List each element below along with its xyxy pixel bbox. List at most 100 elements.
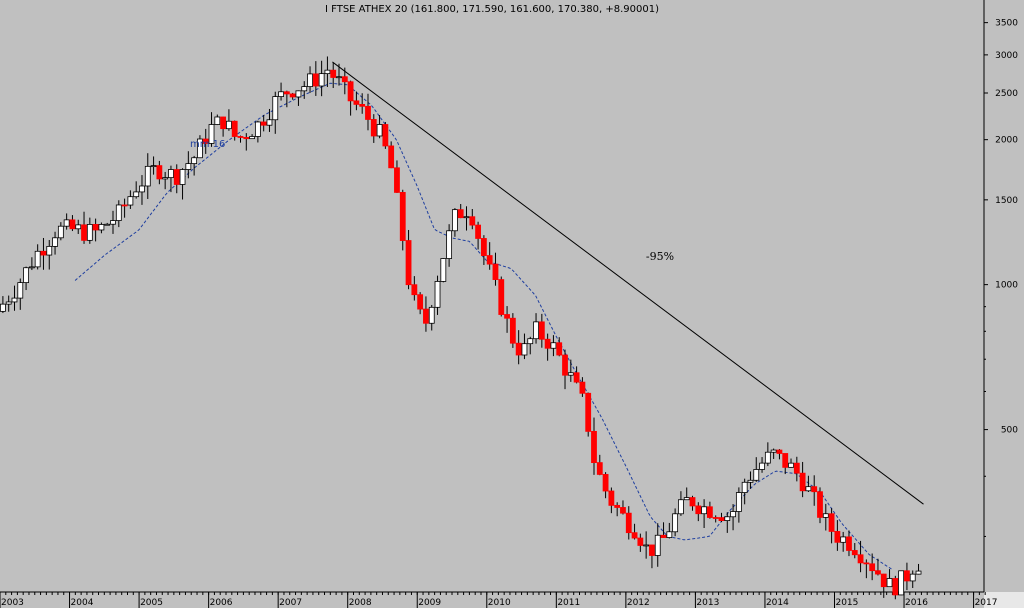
candle-body	[637, 537, 644, 546]
ma16-line	[74, 82, 893, 570]
candle-body	[538, 321, 545, 340]
candle-body	[46, 245, 53, 256]
x-tick-label: 2014	[766, 598, 789, 608]
candle-layer	[0, 56, 922, 600]
candle-body	[625, 512, 632, 534]
candle-body	[446, 230, 453, 259]
candle-body	[289, 93, 296, 98]
candle-body	[226, 120, 232, 130]
candle-body	[133, 191, 140, 198]
candle-body	[475, 224, 481, 239]
decline-annotation: -95%	[646, 250, 674, 263]
candle-body	[579, 381, 586, 394]
candle-body	[63, 219, 70, 227]
candle-body	[747, 479, 754, 483]
candle-body	[840, 536, 847, 543]
candle-body	[295, 90, 302, 98]
x-tick-label: 2009	[418, 598, 441, 608]
candle-body	[202, 138, 209, 144]
candle-body	[828, 513, 835, 532]
candle-body	[724, 516, 731, 521]
candle-body	[156, 165, 163, 180]
y-tick-label: 2000	[995, 136, 1018, 146]
candle-body	[886, 578, 893, 588]
x-tick-label: 2004	[71, 598, 94, 608]
candle-body	[649, 544, 655, 556]
candle-body	[28, 266, 35, 269]
candle-body	[608, 490, 615, 506]
candle-body	[40, 250, 47, 256]
candle-body	[550, 342, 557, 349]
candle-body	[168, 169, 174, 179]
trendline	[332, 61, 924, 505]
candle-body	[17, 282, 24, 299]
x-tick-label: 2005	[140, 598, 163, 608]
candle-body	[498, 279, 505, 315]
candle-body	[307, 73, 313, 88]
x-tick-label: 2007	[279, 598, 302, 608]
candle-body	[440, 258, 447, 282]
candle-body	[492, 263, 499, 280]
candle-body	[527, 338, 534, 345]
plot-area	[0, 0, 984, 592]
candle-body	[69, 219, 76, 230]
x-tick-label: 2003	[1, 598, 24, 608]
candle-body	[260, 121, 267, 126]
x-axis: 2003 2004 2005 2006 2007 2008 2009 2010 2011 2012…	[0, 592, 997, 608]
candle-body	[185, 163, 192, 170]
candle-body	[678, 499, 684, 515]
candle-body	[880, 573, 887, 588]
candle-body	[254, 121, 261, 137]
candle-body	[533, 321, 539, 340]
candle-body	[81, 224, 87, 241]
candle-body	[666, 531, 673, 538]
candle-body	[776, 449, 783, 454]
candle-body	[463, 216, 470, 219]
candle-body	[34, 250, 41, 268]
candle-body	[399, 192, 406, 241]
candle-body	[735, 492, 742, 512]
candle-body	[602, 474, 609, 492]
trendline-layer	[332, 61, 924, 505]
candle-body	[596, 462, 603, 475]
candle-body	[237, 136, 244, 138]
candle-body	[562, 354, 568, 376]
ma-label: mm 16	[190, 139, 225, 150]
candle-body	[324, 69, 331, 75]
candle-body	[208, 124, 215, 144]
candle-body	[585, 392, 592, 432]
candle-body	[469, 216, 476, 226]
candle-body	[115, 204, 122, 221]
candle-body	[92, 224, 99, 231]
candle-body	[11, 297, 18, 303]
candle-body	[521, 343, 528, 356]
candle-body	[509, 317, 516, 344]
candle-body	[249, 136, 255, 140]
candle-body	[457, 209, 464, 219]
candle-body	[220, 116, 227, 130]
candle-body	[428, 306, 435, 324]
candle-body	[127, 196, 134, 206]
candle-body	[5, 301, 12, 305]
candle-body	[892, 578, 899, 596]
candle-body	[150, 165, 157, 168]
candle-body	[770, 449, 777, 453]
candle-body	[515, 342, 522, 356]
candle-body	[139, 185, 145, 193]
candle-body	[869, 563, 876, 572]
candle-body	[173, 169, 180, 185]
candle-body	[52, 237, 58, 247]
candle-body	[904, 570, 910, 582]
candle-body	[718, 517, 725, 521]
candle-body	[805, 486, 812, 492]
candle-body	[272, 96, 279, 121]
candle-body	[822, 513, 829, 518]
candle-body	[741, 481, 748, 493]
candle-body	[104, 223, 111, 226]
candle-body	[504, 314, 510, 319]
candle-body	[312, 73, 319, 87]
candle-body	[875, 570, 881, 575]
x-tick-label: 2013	[696, 598, 719, 608]
x-tick-label: 2010	[488, 598, 511, 608]
